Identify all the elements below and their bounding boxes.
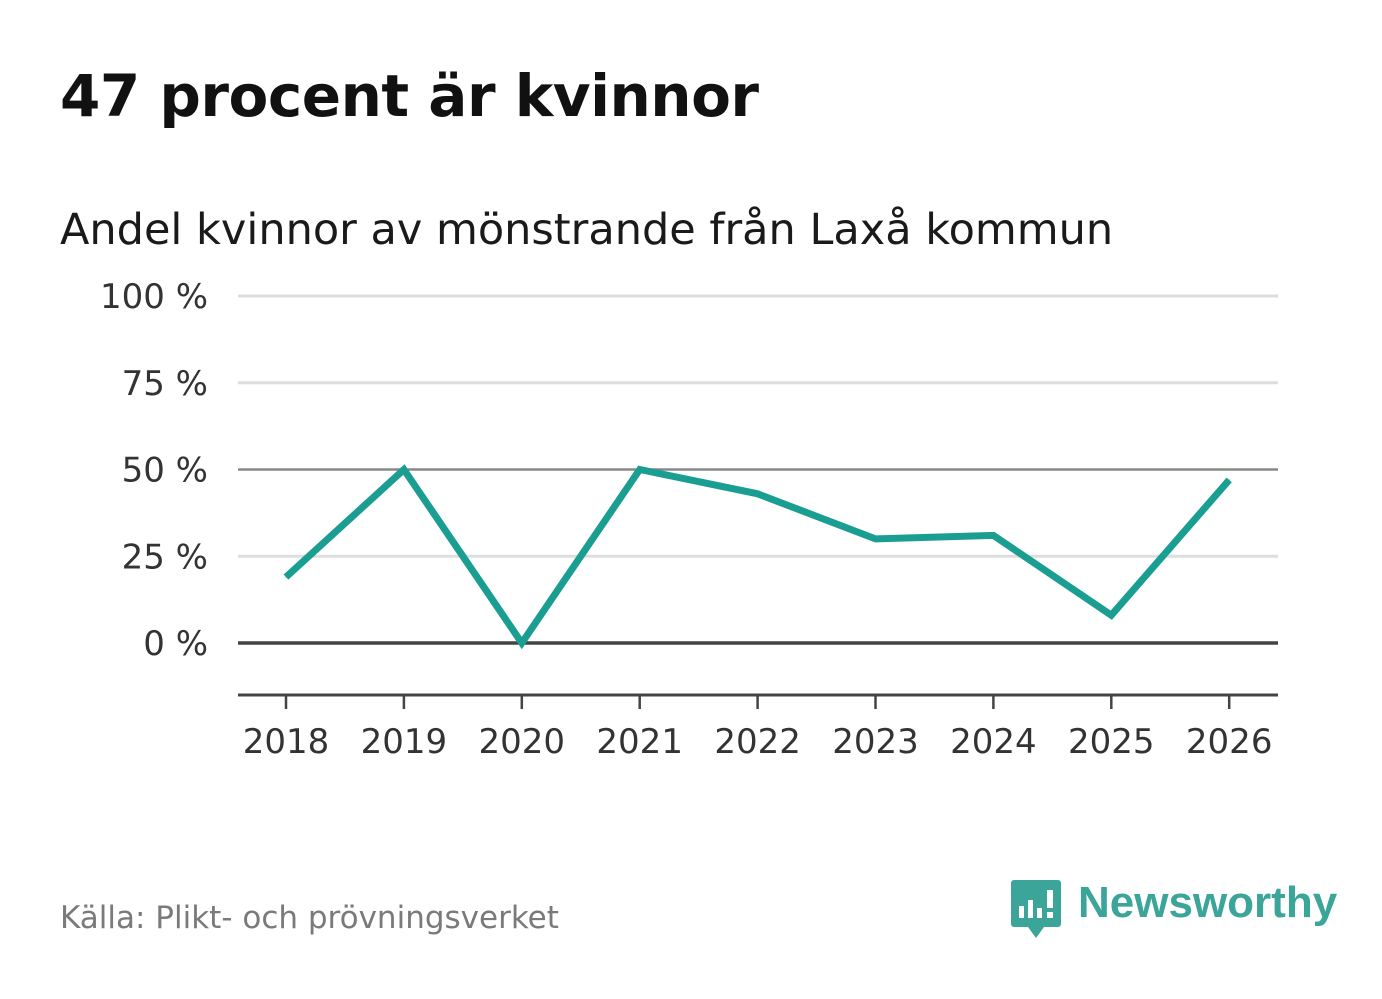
- data-point-2024: [992, 534, 994, 536]
- x-axis: 2018 2019 2020 2021 2022 2023 2024 2025 2026: [238, 693, 1278, 762]
- x-tick-label: 2019: [361, 722, 448, 762]
- data-point-2019: [403, 469, 405, 470]
- y-axis-tick-labels: 0 % 25 % 50 % 75 % 100 %: [100, 277, 208, 664]
- y-tick-label: 0 %: [143, 624, 208, 664]
- chart-title: 47 procent är kvinnor: [60, 62, 759, 130]
- data-point-2023: [875, 538, 876, 540]
- x-tick-label: 2025: [1068, 722, 1155, 762]
- brand-name: Newsworthy: [1078, 878, 1338, 927]
- newsworthy-logo-icon: [1011, 880, 1061, 938]
- x-tick-label: 2024: [950, 722, 1037, 762]
- brand-logo: Newsworthy: [1010, 878, 1337, 940]
- data-point-2018: [285, 576, 287, 578]
- x-tick-label: 2021: [596, 722, 683, 762]
- data-point-2026: [1228, 479, 1230, 481]
- x-tick-label: 2020: [479, 722, 566, 762]
- chart-subtitle: Andel kvinnor av mönstrande från Laxå ko…: [60, 205, 1114, 255]
- y-tick-label: 50 %: [122, 451, 208, 491]
- data-point-2025: [1110, 614, 1112, 616]
- x-tick-label: 2026: [1186, 722, 1273, 762]
- y-tick-label: 100 %: [100, 277, 208, 317]
- x-tick-label: 2023: [832, 722, 919, 762]
- series-layer: [283, 464, 1232, 650]
- y-tick-label: 75 %: [122, 364, 208, 404]
- data-point-2020: [521, 642, 523, 644]
- x-tick-label: 2018: [243, 722, 330, 762]
- data-point-2022: [757, 493, 759, 495]
- data-point-2021: [639, 469, 641, 470]
- grid-layer: [238, 294, 1278, 645]
- source-note: Källa: Plikt- och prövningsverket: [60, 900, 559, 936]
- x-tick-label: 2022: [714, 722, 801, 762]
- y-tick-label: 25 %: [122, 537, 208, 577]
